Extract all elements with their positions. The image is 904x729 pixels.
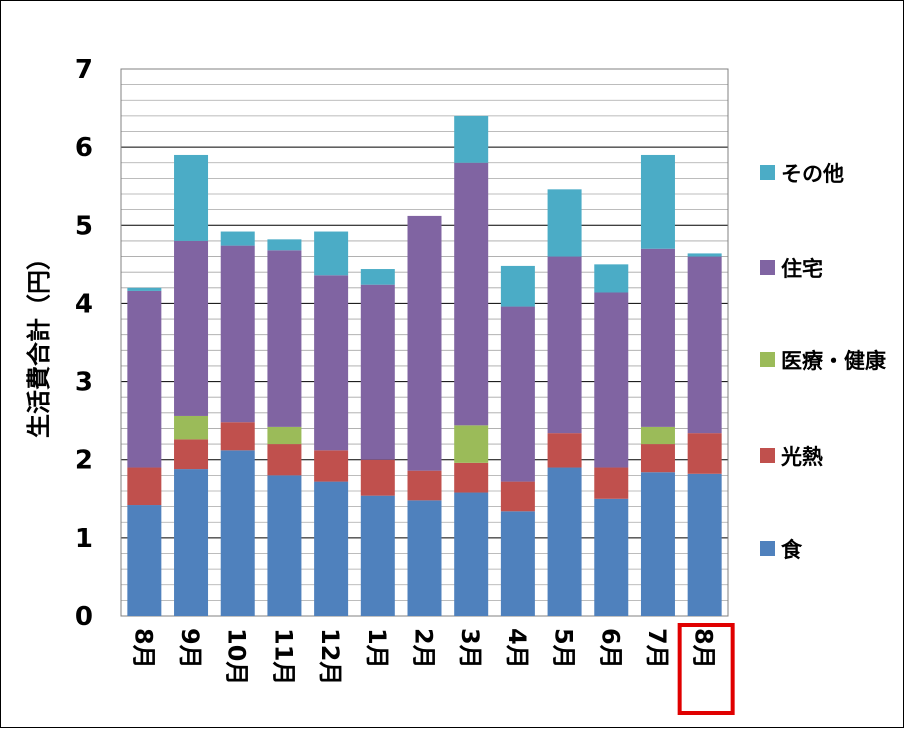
bars [127, 115, 722, 616]
bar-segment [174, 439, 209, 470]
x-tick-label: 7月 [643, 628, 671, 669]
y-tick-label: 4 [75, 289, 93, 319]
bar-segment [220, 231, 255, 246]
x-tick-label: 1月 [363, 628, 391, 669]
bar-segment [360, 459, 395, 496]
legend-label: 住宅 [781, 257, 823, 281]
bar-segment [500, 306, 535, 482]
highlight-box [677, 623, 735, 715]
legend-label: 医療・健康 [781, 349, 887, 373]
bar-segment [267, 250, 302, 427]
y-tick-label: 5 [75, 211, 93, 241]
bar-segment [500, 265, 535, 307]
legend-label: その他 [781, 162, 844, 186]
bar-segment [314, 275, 349, 451]
bar-segment [640, 472, 675, 616]
legend-swatch [760, 352, 775, 367]
x-tick-label: 9月 [176, 628, 204, 669]
bar-segment [360, 284, 395, 460]
x-tick-label: 12月 [316, 628, 344, 685]
bar-segment [640, 154, 675, 249]
bar-segment [454, 425, 489, 463]
x-tick-label: 8月 [690, 628, 718, 669]
bar-segment [687, 473, 722, 616]
bar-segment [174, 240, 209, 416]
bar-segment [220, 450, 255, 616]
bar-segment [594, 292, 629, 468]
legend-swatch [760, 165, 775, 180]
bar-segment [127, 290, 162, 468]
bar-segment [174, 154, 209, 241]
bar-segment [407, 470, 442, 501]
legend-swatch [760, 448, 775, 463]
bar-segment [547, 467, 582, 616]
bar-segment [174, 469, 209, 616]
bar-segment [640, 426, 675, 445]
x-tick-label: 8月 [129, 628, 157, 669]
x-tick-label: 4月 [503, 628, 531, 669]
bar-segment [547, 256, 582, 434]
bar-segment [267, 426, 302, 445]
legend-swatch [760, 260, 775, 275]
bar-segment [127, 467, 162, 506]
legend-label: 光熱 [780, 445, 823, 469]
bar-segment [687, 256, 722, 434]
bar-segment [314, 231, 349, 276]
bar-segment [267, 475, 302, 616]
y-tick-label: 7 [75, 55, 93, 85]
y-axis-label: 生活費合計（円） [25, 246, 53, 438]
bar-segment [314, 450, 349, 482]
bar-segment [547, 189, 582, 257]
bar-segment [640, 444, 675, 473]
bar-segment [127, 505, 162, 616]
bar-segment [454, 492, 489, 616]
y-tick-label: 3 [75, 368, 93, 398]
y-tick-label: 1 [75, 524, 93, 554]
bar-segment [594, 264, 629, 293]
bar-segment [454, 115, 489, 163]
x-tick-label: 10月 [223, 628, 251, 685]
y-tick-label: 2 [75, 446, 93, 476]
x-axis-ticks: 8月 9月 10月 11月 12月 1月 2月 3月 4月 5月 6月 7月 8月 [129, 628, 717, 685]
x-tick-label: 6月 [596, 628, 624, 669]
bar-segment [220, 245, 255, 423]
y-tick-label: 0 [75, 602, 93, 632]
x-tick-label: 3月 [456, 628, 484, 669]
y-tick-label: 6 [75, 133, 93, 163]
bar-segment [407, 215, 442, 471]
x-tick-label: 5月 [550, 628, 578, 669]
bar-segment [640, 248, 675, 427]
bar-segment [454, 462, 489, 493]
bar-segment [314, 481, 349, 616]
bar-segment [360, 495, 395, 616]
bar-segment [407, 500, 442, 616]
legend-label: 食 [781, 538, 803, 562]
bar-segment [174, 415, 209, 440]
bar-segment [594, 467, 629, 499]
bar-segment [500, 511, 535, 616]
y-axis-ticks: 0 1 2 3 4 5 6 7 [75, 55, 93, 632]
bar-segment [547, 433, 582, 468]
x-tick-label: 2月 [410, 628, 438, 669]
bar-segment [454, 162, 489, 426]
bar-segment [687, 253, 722, 257]
bar-segment [687, 433, 722, 474]
bar-segment [500, 481, 535, 512]
bar-segment [127, 287, 162, 291]
bar-segment [267, 444, 302, 476]
bar-segment [594, 498, 629, 616]
bar-segment [360, 269, 395, 285]
legend-swatch [760, 541, 775, 556]
bar-segment [220, 422, 255, 451]
bar-segment [267, 239, 302, 251]
x-tick-label: 11月 [269, 628, 297, 685]
